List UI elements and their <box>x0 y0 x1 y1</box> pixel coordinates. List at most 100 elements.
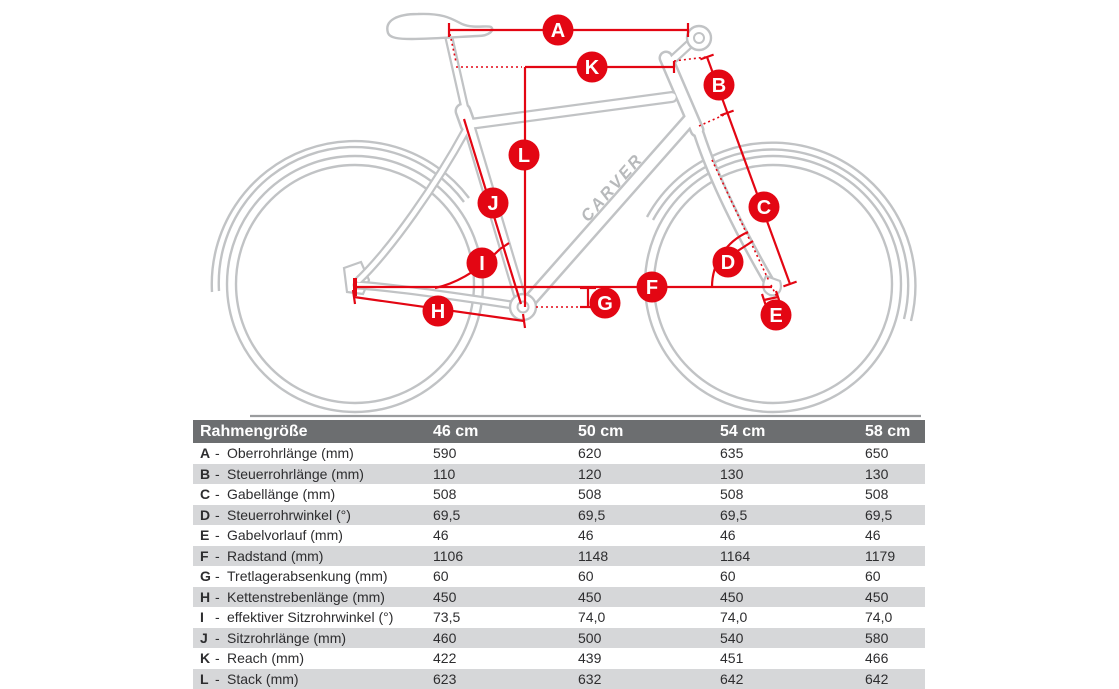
row-letter: K <box>200 650 211 667</box>
bottom-bracket-axle <box>516 300 530 314</box>
value-58: 69,5 <box>865 506 893 523</box>
value-50: 439 <box>578 650 602 667</box>
row-label: Kettenstrebenlänge (mm) <box>227 588 385 605</box>
value-54: 46 <box>720 527 736 544</box>
value-46: 422 <box>433 650 457 667</box>
svg-text:K: K <box>585 57 600 79</box>
svg-text:C: C <box>757 197 771 219</box>
front-fender-icon <box>645 141 917 322</box>
dimension-badges: A K B L J C I D F G H E <box>422 14 792 331</box>
value-58: 60 <box>865 568 881 585</box>
svg-text:B: B <box>712 75 726 97</box>
value-50: 632 <box>578 670 602 687</box>
value-54: 635 <box>720 445 744 462</box>
value-46: 46 <box>433 527 449 544</box>
row-letter: A <box>200 445 211 462</box>
value-58: 466 <box>865 650 889 667</box>
value-46: 590 <box>433 445 457 462</box>
row-separator: - <box>215 506 220 523</box>
row-label: Oberrohrlänge (mm) <box>227 445 354 462</box>
table-body: A - Oberrohrlänge (mm) 590 620 635 650 B-S… <box>193 443 925 689</box>
value-46: 60 <box>433 568 449 585</box>
badge-b: B <box>703 69 735 101</box>
value-50: 120 <box>578 465 602 482</box>
value-54: 451 <box>720 650 744 667</box>
svg-text:E: E <box>769 305 782 327</box>
badge-c: C <box>748 191 780 223</box>
value-54: 642 <box>720 670 744 687</box>
value-50: 46 <box>578 527 594 544</box>
value-50: 69,5 <box>578 506 606 523</box>
row-label: Stack (mm) <box>227 670 299 687</box>
svg-text:G: G <box>597 293 613 315</box>
bike-geometry-diagram: CARVER <box>210 12 921 418</box>
table-row-j: J - Sitzrohrlänge (mm) 460 500 540 580 <box>193 627 925 648</box>
table-row-e: E - Gabelvorlauf (mm) 46 46 46 46 <box>193 525 925 546</box>
table-row-h: H - Kettenstrebenlänge (mm) 450 450 450 45… <box>193 586 925 607</box>
table-header-row: Rahmengröße 46 cm 50 cm 54 cm 58 cm <box>193 420 925 443</box>
value-50: 1148 <box>578 547 609 564</box>
row-separator: - <box>215 629 220 646</box>
row-label: Gabellänge (mm) <box>227 486 336 503</box>
value-54: 508 <box>720 486 744 503</box>
value-58: 650 <box>865 445 889 462</box>
value-58: 46 <box>865 527 881 544</box>
value-46: 450 <box>433 588 457 605</box>
row-letter: J <box>200 629 208 646</box>
value-50: 60 <box>578 568 594 585</box>
dim-line-f <box>353 278 772 296</box>
row-letter: C <box>200 486 211 503</box>
table-row-k: K - Reach (mm) 422 439 451 466 <box>193 648 925 669</box>
value-46: 623 <box>433 670 457 687</box>
row-letter: E <box>200 527 210 544</box>
front-fender-inner <box>651 148 910 320</box>
saddle <box>386 12 494 41</box>
handlebar-grip-center <box>693 32 705 44</box>
table-row-f: F - Radstand (mm) 1106 1148 1164 1179 <box>193 545 925 566</box>
header-col-58cm: 58 cm <box>865 422 911 440</box>
value-50: 450 <box>578 588 602 605</box>
row-separator: - <box>215 609 220 626</box>
row-letter: B <box>200 465 211 482</box>
badge-d: D <box>712 246 744 278</box>
badge-f: F <box>636 271 668 303</box>
row-label: Steuerrohrwinkel (°) <box>227 506 351 523</box>
row-separator: - <box>215 465 220 482</box>
value-46: 508 <box>433 486 457 503</box>
table-row-d: D - Steuerrohrwinkel (°) 69,5 69,5 69,5 69… <box>193 504 925 525</box>
value-54: 130 <box>720 465 744 482</box>
front-wheel <box>643 141 917 414</box>
badge-h: H <box>422 295 454 327</box>
row-letter: D <box>200 506 211 523</box>
header-size-label: Rahmengröße <box>200 422 308 440</box>
value-54: 60 <box>720 568 736 585</box>
row-label: Steuerrohrlänge (mm) <box>227 465 364 482</box>
value-46: 1106 <box>433 547 464 564</box>
geometry-table: Rahmengröße 46 cm 50 cm 54 cm 58 cm A - Ob… <box>193 420 925 689</box>
value-58: 508 <box>865 486 889 503</box>
rear-fender-inner <box>217 145 465 292</box>
table-row-a: A - Oberrohrlänge (mm) 590 620 635 650 <box>193 443 925 464</box>
header-col-46cm: 46 cm <box>433 422 479 440</box>
badge-g: G <box>589 287 621 319</box>
row-separator: - <box>215 527 220 544</box>
table-row-i: I - effektiver Sitzrohrwinkel (°) 73,5 74,… <box>193 607 925 628</box>
table-row-b: B - Steuerrohrlänge (mm) 110 120 130 130 <box>193 463 925 484</box>
row-separator: - <box>215 486 220 503</box>
row-label: Reach (mm) <box>227 650 305 667</box>
row-letter: I <box>200 609 204 626</box>
svg-text:I: I <box>479 253 485 275</box>
value-58: 74,0 <box>865 609 893 626</box>
row-separator: - <box>215 568 220 585</box>
value-58: 1179 <box>865 547 896 564</box>
value-50: 500 <box>578 629 602 646</box>
row-separator: - <box>215 547 220 564</box>
value-54: 540 <box>720 629 744 646</box>
header-col-50cm: 50 cm <box>578 422 624 440</box>
row-letter: G <box>200 568 211 585</box>
row-label: Tretlagerabsenkung (mm) <box>227 568 388 585</box>
svg-text:L: L <box>518 145 530 167</box>
value-50: 508 <box>578 486 602 503</box>
table-row-g: G - Tretlagerabsenkung (mm) 60 60 60 60 <box>193 566 925 587</box>
value-54: 69,5 <box>720 506 748 523</box>
